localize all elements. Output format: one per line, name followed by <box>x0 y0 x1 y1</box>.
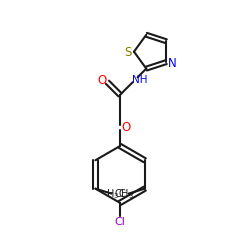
Text: N: N <box>168 57 177 70</box>
Text: CH$_3$: CH$_3$ <box>114 187 134 200</box>
Text: NH: NH <box>132 75 148 85</box>
Text: O: O <box>122 121 131 134</box>
Text: O: O <box>98 74 107 87</box>
Text: S: S <box>124 46 132 60</box>
Text: Cl: Cl <box>114 217 126 227</box>
Text: H$_3$C: H$_3$C <box>106 187 126 200</box>
